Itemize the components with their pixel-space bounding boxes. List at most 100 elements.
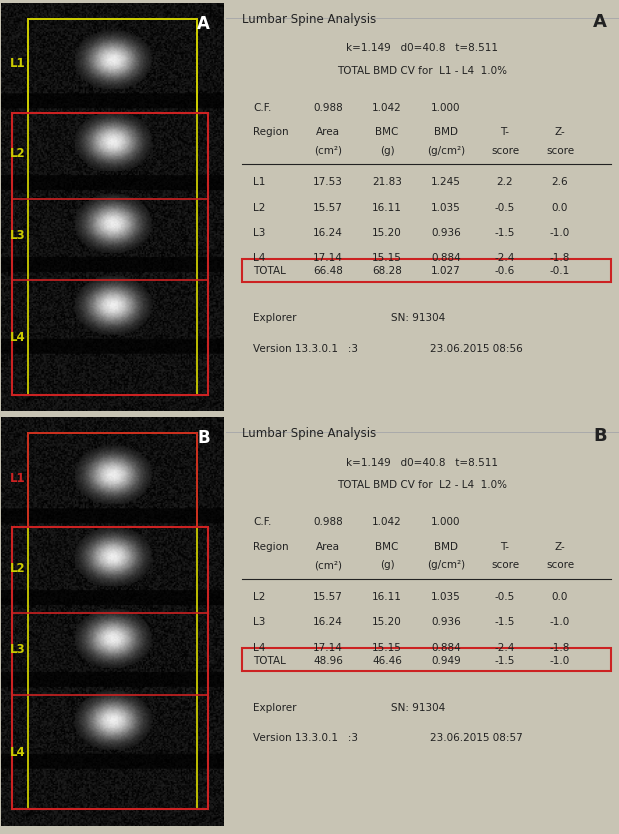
Text: 15.15: 15.15: [372, 642, 402, 652]
Text: L3: L3: [10, 229, 26, 242]
Text: 23.06.2015 08:57: 23.06.2015 08:57: [430, 733, 523, 743]
Text: 1.035: 1.035: [431, 592, 461, 602]
Text: Lumbar Spine Analysis: Lumbar Spine Analysis: [241, 13, 376, 26]
Text: A: A: [197, 15, 210, 33]
Text: 21.83: 21.83: [372, 178, 402, 188]
Text: L2: L2: [253, 203, 266, 213]
Text: TOTAL BMD CV for  L1 - L4  1.0%: TOTAL BMD CV for L1 - L4 1.0%: [337, 66, 508, 76]
Bar: [12, 113, 209, 394]
Text: Explorer: Explorer: [253, 703, 297, 713]
Text: -2.4: -2.4: [495, 254, 515, 264]
Text: Z-: Z-: [555, 127, 565, 137]
Bar: [28, 434, 197, 527]
Text: 1.042: 1.042: [372, 517, 402, 527]
Text: -1.8: -1.8: [550, 254, 570, 264]
Bar: [28, 19, 197, 394]
Text: 1.027: 1.027: [431, 267, 461, 277]
Text: -0.5: -0.5: [495, 203, 515, 213]
Text: 16.11: 16.11: [372, 592, 402, 602]
Text: Version 13.3.0.1   :3: Version 13.3.0.1 :3: [253, 344, 358, 354]
Text: Area: Area: [316, 127, 340, 137]
Text: 1.245: 1.245: [431, 178, 461, 188]
Text: 0.884: 0.884: [431, 642, 461, 652]
Text: score: score: [546, 145, 574, 155]
Text: 0.936: 0.936: [431, 228, 461, 238]
Text: 16.24: 16.24: [313, 617, 343, 627]
Text: BMD: BMD: [434, 127, 458, 137]
Text: C.F.: C.F.: [253, 103, 272, 113]
Bar: [12, 527, 209, 809]
Text: SN: 91304: SN: 91304: [391, 703, 445, 713]
Text: TOTAL: TOTAL: [253, 656, 287, 666]
Bar: [28, 19, 197, 113]
Text: (g): (g): [380, 560, 394, 570]
Text: 1.000: 1.000: [431, 103, 461, 113]
Text: 66.48: 66.48: [313, 267, 343, 277]
Text: L2: L2: [10, 148, 26, 160]
Text: 0.988: 0.988: [313, 517, 343, 527]
Text: k=1.149   d0=40.8   t=8.511: k=1.149 d0=40.8 t=8.511: [347, 458, 498, 468]
Text: L2: L2: [10, 562, 26, 575]
Text: 48.96: 48.96: [313, 656, 343, 666]
Text: BMD: BMD: [434, 541, 458, 551]
Text: 15.57: 15.57: [313, 592, 343, 602]
Text: Region: Region: [253, 541, 289, 551]
Text: 0.0: 0.0: [552, 203, 568, 213]
Text: 15.15: 15.15: [372, 254, 402, 264]
Text: -0.6: -0.6: [495, 267, 515, 277]
Text: Version 13.3.0.1   :3: Version 13.3.0.1 :3: [253, 733, 358, 743]
Bar: [28, 434, 197, 809]
Text: T-: T-: [501, 127, 509, 137]
Text: L1: L1: [10, 58, 26, 70]
Text: L4: L4: [10, 746, 26, 759]
Text: 0.988: 0.988: [313, 103, 343, 113]
Text: SN: 91304: SN: 91304: [391, 314, 445, 324]
Text: Area: Area: [316, 541, 340, 551]
Text: score: score: [546, 560, 574, 570]
Text: T-: T-: [501, 541, 509, 551]
Text: 2.2: 2.2: [496, 178, 513, 188]
Text: B: B: [594, 427, 607, 445]
Text: Explorer: Explorer: [253, 314, 297, 324]
Text: TOTAL BMD CV for  L2 - L4  1.0%: TOTAL BMD CV for L2 - L4 1.0%: [337, 480, 508, 490]
Text: 0.936: 0.936: [431, 617, 461, 627]
Text: score: score: [491, 145, 519, 155]
Bar: [241, 648, 611, 671]
Text: 68.28: 68.28: [372, 267, 402, 277]
Text: L2: L2: [253, 592, 266, 602]
Text: 1.042: 1.042: [372, 103, 402, 113]
Text: L3: L3: [10, 644, 26, 656]
Text: -0.1: -0.1: [550, 267, 570, 277]
Text: -1.8: -1.8: [550, 642, 570, 652]
Text: score: score: [491, 560, 519, 570]
Text: 17.14: 17.14: [313, 642, 343, 652]
Text: L3: L3: [253, 228, 266, 238]
Text: -0.5: -0.5: [495, 592, 515, 602]
Text: 1.035: 1.035: [431, 203, 461, 213]
Text: BMC: BMC: [375, 541, 399, 551]
Text: B: B: [197, 430, 210, 447]
Text: -1.5: -1.5: [495, 228, 515, 238]
Text: Lumbar Spine Analysis: Lumbar Spine Analysis: [241, 427, 376, 440]
Text: 0.949: 0.949: [431, 656, 461, 666]
Text: -2.4: -2.4: [495, 642, 515, 652]
Text: 15.20: 15.20: [372, 228, 402, 238]
Text: (g): (g): [380, 145, 394, 155]
Text: L1: L1: [10, 472, 26, 485]
Text: L4: L4: [253, 642, 266, 652]
Text: 46.46: 46.46: [372, 656, 402, 666]
Text: C.F.: C.F.: [253, 517, 272, 527]
Text: (cm²): (cm²): [314, 145, 342, 155]
Text: TOTAL: TOTAL: [253, 267, 287, 277]
Text: k=1.149   d0=40.8   t=8.511: k=1.149 d0=40.8 t=8.511: [347, 43, 498, 53]
Text: 17.53: 17.53: [313, 178, 343, 188]
Text: 16.11: 16.11: [372, 203, 402, 213]
Text: 16.24: 16.24: [313, 228, 343, 238]
Text: A: A: [594, 13, 607, 31]
Text: -1.0: -1.0: [550, 656, 570, 666]
Text: 15.20: 15.20: [372, 617, 402, 627]
Text: -1.0: -1.0: [550, 228, 570, 238]
Text: 2.6: 2.6: [552, 178, 568, 188]
Text: L4: L4: [10, 331, 26, 344]
Text: -1.5: -1.5: [495, 617, 515, 627]
